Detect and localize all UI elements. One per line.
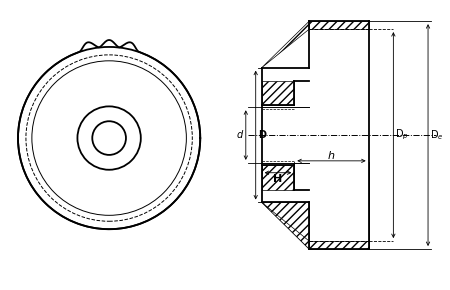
Polygon shape <box>261 165 294 190</box>
Polygon shape <box>261 81 294 105</box>
Text: D: D <box>258 130 266 140</box>
Text: d: d <box>237 130 243 140</box>
Text: h: h <box>328 151 335 161</box>
Text: H: H <box>273 174 283 184</box>
Polygon shape <box>309 241 369 249</box>
Text: D$_e$: D$_e$ <box>430 128 444 142</box>
Polygon shape <box>261 202 309 249</box>
Polygon shape <box>309 21 369 29</box>
Polygon shape <box>261 21 309 68</box>
Text: D$_p$: D$_p$ <box>396 128 409 142</box>
Polygon shape <box>261 202 309 249</box>
